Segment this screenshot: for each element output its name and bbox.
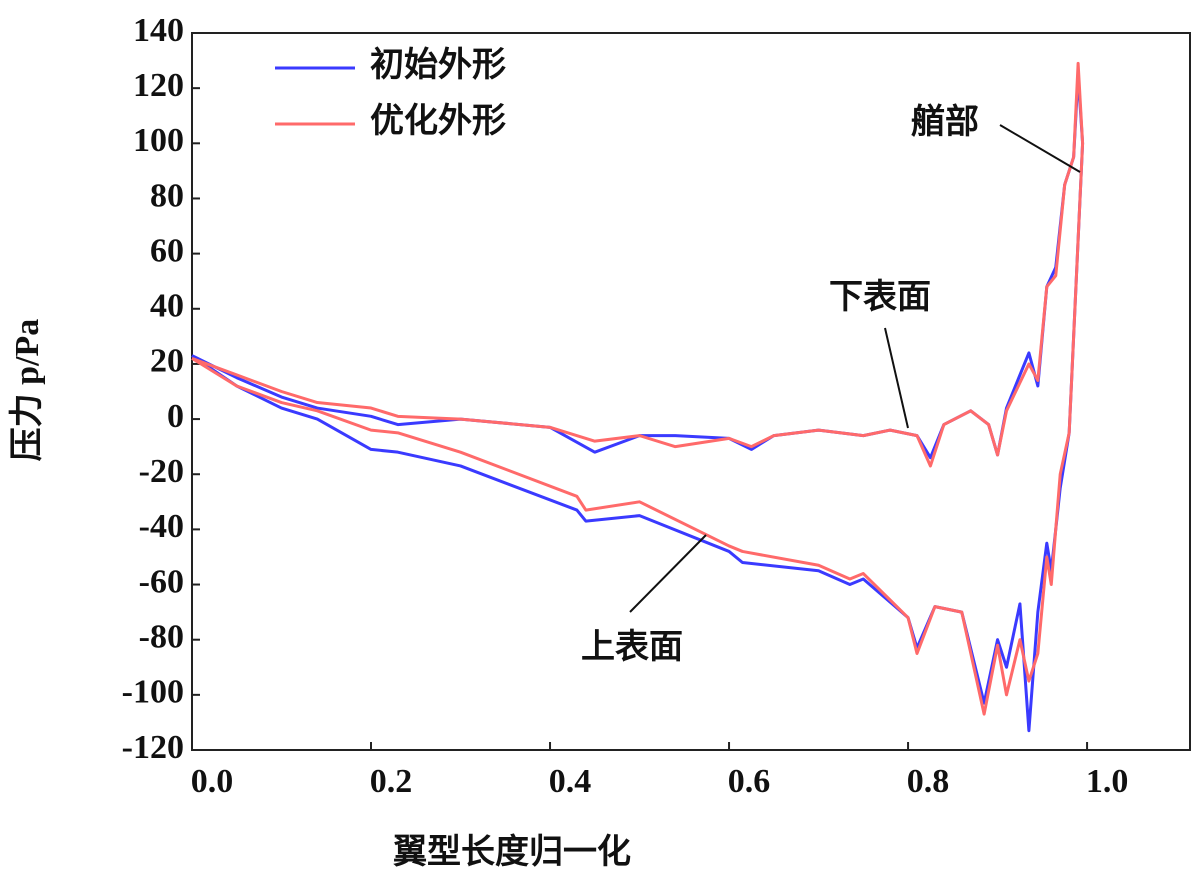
y-tick-label: 20 — [150, 343, 184, 380]
annotation-leader — [629, 534, 707, 613]
x-tick-label: 0.6 — [728, 763, 771, 800]
series-line — [191, 61, 1085, 716]
y-tick-label: 0 — [167, 398, 184, 435]
annotation: 下表面 — [829, 278, 931, 316]
x-tick-label: 0.4 — [549, 763, 592, 800]
annotation-leader — [999, 124, 1081, 173]
y-tick-label: -80 — [139, 618, 184, 655]
y-tick-label: 60 — [150, 232, 184, 269]
x-axis-label: 翼型长度归一化 — [393, 833, 631, 871]
y-tick-label: 120 — [133, 67, 184, 104]
y-tick-label: 100 — [133, 122, 184, 159]
annotation: 上表面 — [581, 628, 683, 666]
y-axis-label: 压力 p/Pa — [8, 319, 46, 462]
annotation-leader — [884, 327, 909, 429]
y-tick-label: -60 — [139, 563, 184, 600]
y-tick-label: 40 — [150, 288, 184, 325]
x-tick-label: 0.8 — [907, 763, 950, 800]
x-tick-label: 0.0 — [191, 763, 234, 800]
legend-label: 优化外形 — [370, 102, 506, 140]
y-tick-label: -40 — [139, 508, 184, 545]
x-tick-label: 1.0 — [1086, 763, 1129, 800]
annotation: 艏部 — [911, 103, 979, 141]
y-tick-label: -20 — [139, 453, 184, 490]
y-tick-label: 140 — [133, 12, 184, 49]
y-tick-label: -100 — [122, 674, 184, 711]
x-tick-label: 0.2 — [370, 763, 413, 800]
legend-label: 初始外形 — [370, 46, 506, 84]
y-tick-label: -120 — [122, 729, 184, 766]
y-tick-label: 80 — [150, 177, 184, 214]
plot-frame — [191, 32, 1191, 751]
